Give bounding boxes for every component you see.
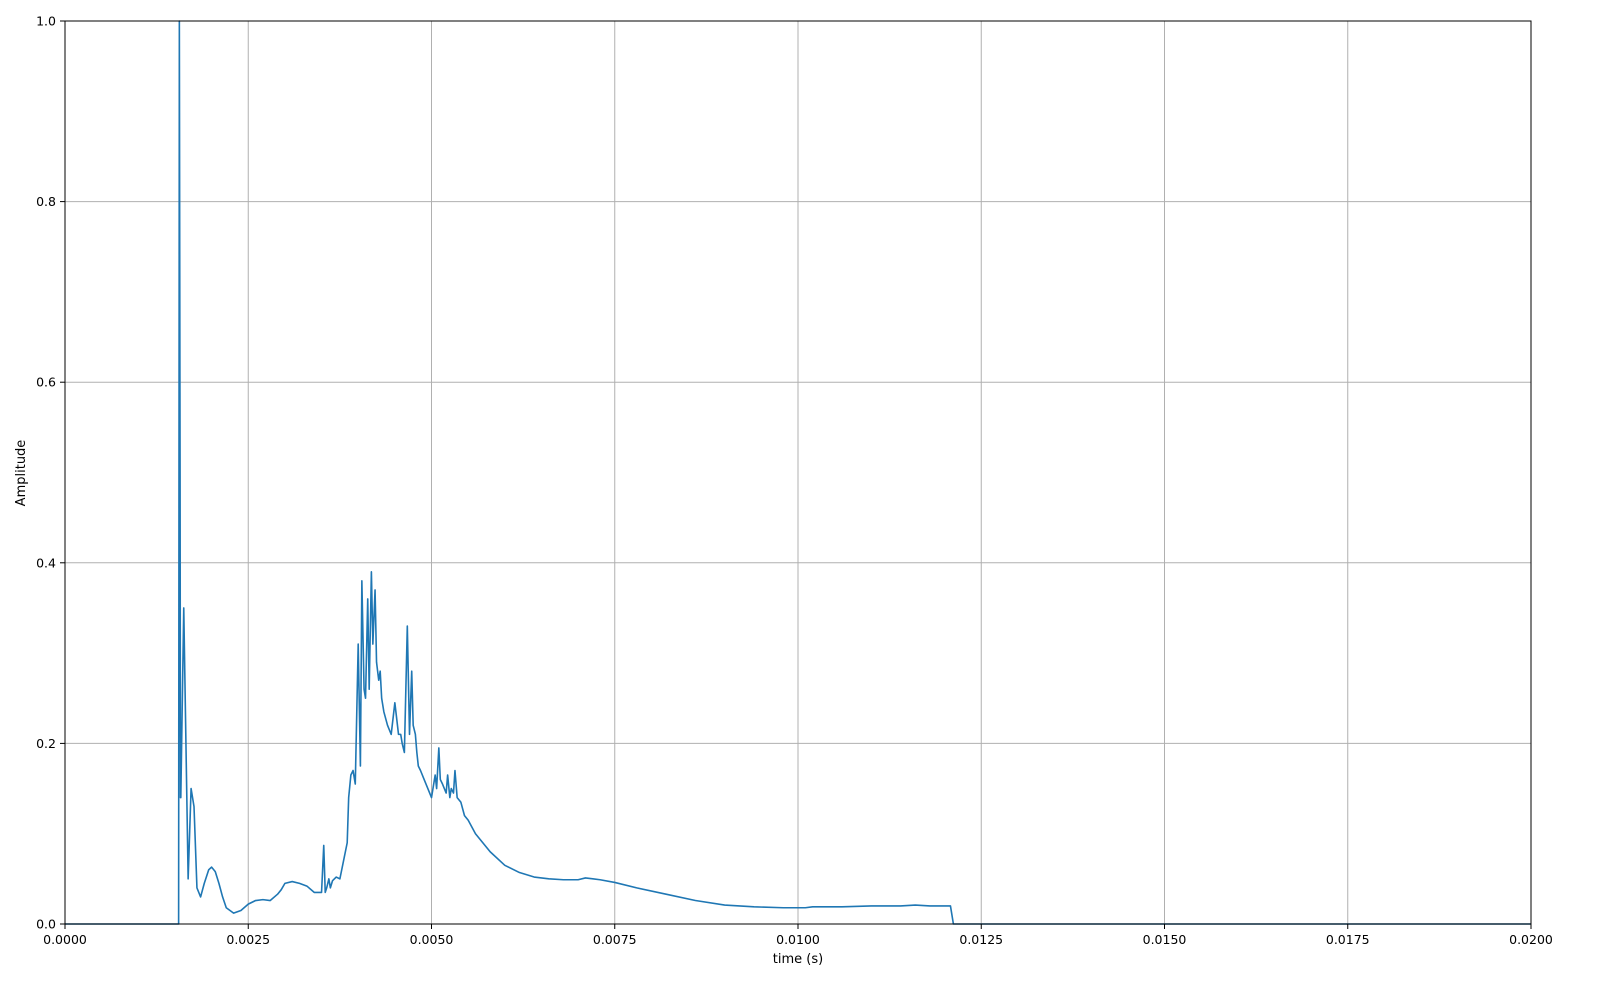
- x-tick-label: 0.0000: [43, 932, 87, 947]
- y-tick-label: 0.2: [36, 736, 56, 751]
- y-axis-ticks: 0.0 0.2 0.4 0.6 0.8 1.0: [36, 14, 65, 932]
- series-line: [65, 20, 1531, 925]
- series-layer: [65, 20, 1531, 925]
- x-tick-label: 0.0125: [959, 932, 1003, 947]
- x-tick-label: 0.0025: [226, 932, 270, 947]
- x-tick-label: 0.0175: [1326, 932, 1370, 947]
- x-tick-label: 0.0075: [593, 932, 637, 947]
- x-axis-label: time (s): [773, 952, 823, 967]
- x-tick-label: 0.0100: [776, 932, 820, 947]
- y-tick-label: 0.6: [36, 375, 56, 390]
- y-tick-label: 0.8: [36, 194, 56, 209]
- y-axis-label: Amplitude: [14, 440, 29, 507]
- x-axis-ticks: 0.0000 0.0025 0.0050 0.0075 0.0100 0.0125 0.01…: [43, 924, 1553, 947]
- y-tick-label: 1.0: [36, 14, 56, 29]
- x-tick-label: 0.0150: [1143, 932, 1187, 947]
- y-tick-label: 0.0: [36, 917, 56, 932]
- x-tick-label: 0.0200: [1509, 932, 1553, 947]
- x-tick-label: 0.0050: [410, 932, 454, 947]
- y-tick-label: 0.4: [36, 555, 56, 570]
